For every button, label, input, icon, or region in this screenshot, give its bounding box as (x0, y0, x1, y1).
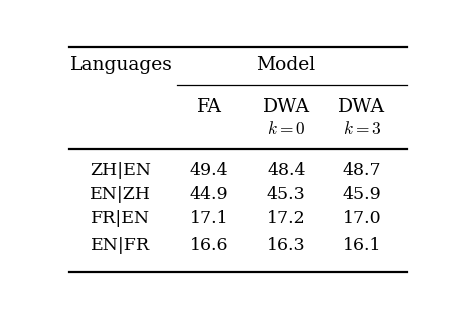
Text: DWA: DWA (338, 98, 385, 116)
Text: 49.4: 49.4 (189, 162, 228, 179)
Text: 16.6: 16.6 (189, 237, 228, 254)
Text: $k=3$: $k=3$ (342, 121, 380, 139)
Text: EN|ZH: EN|ZH (90, 186, 151, 203)
Text: Model: Model (255, 56, 314, 74)
Text: $k=0$: $k=0$ (267, 121, 305, 139)
Text: 16.1: 16.1 (342, 237, 380, 254)
Text: 17.1: 17.1 (189, 210, 228, 227)
Text: 45.9: 45.9 (342, 186, 381, 203)
Text: FR|EN: FR|EN (91, 210, 150, 227)
Text: Languages: Languages (69, 56, 172, 74)
Text: 17.2: 17.2 (266, 210, 305, 227)
Text: 44.9: 44.9 (189, 186, 228, 203)
Text: 48.4: 48.4 (267, 162, 305, 179)
Text: ZH|EN: ZH|EN (90, 162, 151, 179)
Text: FA: FA (196, 98, 221, 116)
Text: 45.3: 45.3 (266, 186, 305, 203)
Text: DWA: DWA (262, 98, 309, 116)
Text: 16.3: 16.3 (267, 237, 305, 254)
Text: EN|FR: EN|FR (91, 237, 150, 254)
Text: 17.0: 17.0 (342, 210, 380, 227)
Text: 48.7: 48.7 (342, 162, 380, 179)
